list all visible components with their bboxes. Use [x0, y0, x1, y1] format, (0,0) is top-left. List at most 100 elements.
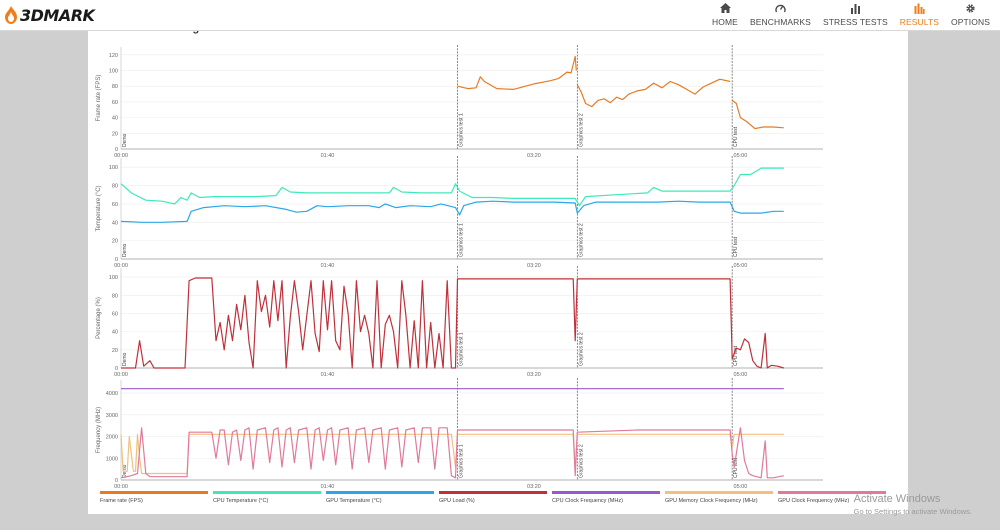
legend-item-cpu-clock[interactable]: CPU Clock Frequency (MHz) [552, 491, 665, 511]
test-marker-label: Graphics test 2 [578, 223, 584, 257]
nav-home[interactable]: HOME [706, 0, 744, 30]
series-line-gpu-load [121, 277, 784, 369]
x-tick-label: 03:20 [527, 484, 541, 490]
stress-bars-icon [850, 2, 861, 14]
x-tick-label: 03:20 [527, 372, 541, 378]
legend-swatch [552, 491, 660, 494]
app-logo[interactable]: 3DMARK [4, 5, 95, 25]
nav-options[interactable]: OPTIONS [945, 0, 996, 30]
nav-results[interactable]: RESULTS [894, 0, 945, 30]
x-tick-label: 05:00 [734, 153, 748, 159]
test-marker-label: CPU test [733, 345, 739, 366]
y-tick-label: 100 [109, 275, 118, 281]
y-tick-label: 3000 [106, 413, 118, 419]
series-line-frame-rate-fps [457, 55, 577, 90]
legend-label: GPU Clock Frequency (MHz) [778, 498, 850, 504]
y-tick-label: 20 [112, 239, 118, 245]
x-tick-label: 00:00 [114, 484, 128, 490]
legend-swatch [439, 491, 547, 494]
chart-legend: Frame rate (FPS) CPU Temperature (°C) GP… [100, 491, 886, 511]
test-marker-label: Graphics test 1 [459, 223, 465, 257]
legend-item-gpu-clock[interactable]: GPU Clock Frequency (MHz) [778, 491, 891, 511]
series-line-frame-rate-fps [576, 78, 731, 108]
series-line-gpu-temperature-c [120, 200, 784, 223]
nav-home-label: HOME [712, 17, 738, 27]
test-marker-label: Graphics test 2 [578, 113, 584, 147]
y-tick-label: 40 [112, 330, 118, 336]
legend-swatch [100, 491, 208, 494]
nav-results-label: RESULTS [899, 17, 940, 27]
legend-swatch [326, 491, 434, 494]
monitoring-charts: 0 20 40 60 80 100 120 00:00 01:40 03:20 05:00 Frame… [96, 45, 823, 490]
legend-label: GPU Temperature (°C) [326, 498, 382, 504]
legend-item-gpu-temperature[interactable]: GPU Temperature (°C) [326, 491, 439, 511]
x-tick-label: 01:40 [321, 484, 335, 490]
y-tick-label: 4000 [106, 391, 118, 397]
y-tick-label: 0 [115, 147, 118, 153]
y-tick-label: 80 [112, 293, 118, 299]
y-tick-label: 40 [112, 220, 118, 226]
x-tick-label: 01:40 [321, 372, 335, 378]
nav-stress-tests-label: STRESS TESTS [822, 17, 888, 27]
x-tick-label: 01:40 [321, 153, 335, 159]
watermark-title: Activate Windows [853, 493, 941, 505]
legend-item-cpu-temperature[interactable]: CPU Temperature (°C) [213, 491, 326, 511]
nav-benchmarks[interactable]: BENCHMARKS [744, 0, 817, 30]
x-tick-label: 03:20 [527, 153, 541, 159]
legend-label: GPU Load (%) [439, 498, 475, 504]
y-tick-label: 80 [112, 84, 118, 90]
legend-swatch [213, 491, 321, 494]
y-tick-label: 1000 [106, 456, 118, 462]
detailed-monitoring-panel: Detailed monitoring 02040608010012000:00… [88, 14, 908, 514]
y-tick-label: 20 [112, 348, 118, 354]
y-tick-label: 120 [109, 53, 118, 59]
y-tick-label: 40 [112, 116, 118, 122]
series-line-frame-rate-fps [731, 99, 784, 130]
y-tick-label: 0 [115, 257, 118, 263]
nav-benchmarks-label: BENCHMARKS [749, 17, 811, 27]
legend-label: Frame rate (FPS) [100, 498, 143, 504]
gear-icon [965, 2, 976, 14]
test-marker-label: Demo [122, 133, 128, 147]
y-axis-label: Temperature (°C) [96, 185, 102, 231]
y-tick-label: 80 [112, 184, 118, 190]
legend-label: GPU Memory Clock Frequency (MHz) [665, 498, 758, 504]
logo-flame-icon [4, 6, 18, 24]
legend-label: CPU Temperature (°C) [213, 498, 269, 504]
y-axis-label: Frequency (MHz) [96, 407, 102, 453]
legend-item-frame-rate[interactable]: Frame rate (FPS) [100, 491, 213, 511]
app-name: 3DMARK [20, 5, 95, 25]
x-tick-label: 00:00 [114, 153, 128, 159]
test-marker-label: Graphics test 1 [459, 444, 465, 478]
x-tick-label: 05:00 [734, 484, 748, 490]
y-tick-label: 60 [112, 311, 118, 317]
test-marker-label: Graphics test 1 [459, 332, 465, 366]
test-marker-label: Graphics test 1 [459, 113, 465, 147]
x-tick-label: 05:00 [734, 372, 748, 378]
legend-swatch [665, 491, 773, 494]
x-tick-label: 00:00 [114, 372, 128, 378]
y-tick-label: 60 [112, 202, 118, 208]
test-marker-label: Demo [122, 243, 128, 257]
legend-item-gpu-memory-clock[interactable]: GPU Memory Clock Frequency (MHz) [665, 491, 778, 511]
legend-label: CPU Clock Frequency (MHz) [552, 498, 623, 504]
nav-stress-tests[interactable]: STRESS TESTS [817, 0, 894, 30]
y-tick-label: 2000 [106, 435, 118, 441]
test-marker-label: Graphics test 2 [578, 332, 584, 366]
y-tick-label: 100 [109, 69, 118, 75]
y-tick-label: 100 [109, 165, 118, 171]
x-tick-label: 00:00 [114, 263, 128, 269]
y-axis-label: Percentage (%) [96, 297, 102, 339]
home-icon [719, 2, 731, 14]
y-axis-label: Frame rate (FPS) [96, 75, 102, 122]
x-tick-label: 05:00 [734, 263, 748, 269]
watermark-subtitle: Go to Settings to activate Windows. [853, 507, 972, 516]
test-marker-label: Demo [122, 352, 128, 366]
legend-item-gpu-load[interactable]: GPU Load (%) [439, 491, 552, 511]
x-tick-label: 03:20 [527, 263, 541, 269]
legend-swatch [778, 491, 886, 494]
series-line-gpu-clock-frequency-mhz [120, 427, 784, 479]
activation-watermark: Activate Windows Go to Settings to activ… [854, 493, 972, 516]
results-bars-icon [914, 2, 925, 14]
test-marker-label: CPU test [733, 457, 739, 478]
